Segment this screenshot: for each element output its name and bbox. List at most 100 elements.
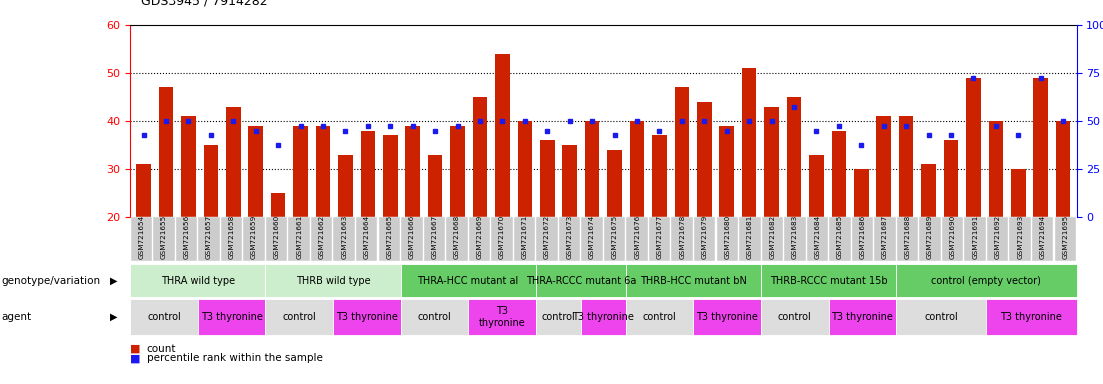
Text: GSM721674: GSM721674 [589,215,596,259]
Text: GSM721679: GSM721679 [702,215,708,259]
Bar [181,116,195,217]
Text: GSM721668: GSM721668 [453,215,460,259]
Text: T3 thyronine: T3 thyronine [832,312,893,322]
Text: GSM721690: GSM721690 [950,215,955,259]
Text: GSM721655: GSM721655 [161,215,167,259]
Bar [608,150,622,217]
Bar [630,121,644,217]
Text: THRB-HCC mutant bN: THRB-HCC mutant bN [640,275,747,286]
Text: GSM721660: GSM721660 [274,215,280,259]
Bar [988,121,1003,217]
Text: control: control [778,312,812,322]
Bar [428,155,442,217]
Text: T3 thyronine: T3 thyronine [335,312,398,322]
Bar [406,126,420,217]
Text: GSM721675: GSM721675 [611,215,618,259]
Text: control: control [147,312,181,322]
Bar [495,54,510,217]
Text: THRA wild type: THRA wild type [161,275,235,286]
Text: ▶: ▶ [110,275,117,286]
Bar [786,97,801,217]
Text: GSM721657: GSM721657 [206,215,212,259]
Text: T3 thyronine: T3 thyronine [696,312,758,322]
Bar [540,140,555,217]
Bar [1056,121,1070,217]
Text: ■: ■ [130,344,141,354]
Text: GSM721693: GSM721693 [1017,215,1024,259]
Text: GSM721670: GSM721670 [499,215,505,259]
Text: percentile rank within the sample: percentile rank within the sample [147,353,322,363]
Text: control: control [282,312,317,322]
Bar [383,136,397,217]
Bar [652,136,666,217]
Bar [944,140,959,217]
Bar [877,116,891,217]
Text: GSM721663: GSM721663 [341,215,347,259]
Text: GSM721666: GSM721666 [409,215,415,259]
Bar [585,121,599,217]
Text: control: control [542,312,575,322]
Bar [361,131,375,217]
Text: GSM721687: GSM721687 [882,215,888,259]
Text: GSM721672: GSM721672 [544,215,550,259]
Text: GSM721661: GSM721661 [296,215,302,259]
Bar [675,88,689,217]
Text: ■: ■ [130,353,141,363]
Text: GSM721656: GSM721656 [183,215,190,259]
Text: GSM721692: GSM721692 [995,215,1000,259]
Bar [248,126,263,217]
Text: GSM721659: GSM721659 [251,215,257,259]
Text: GSM721684: GSM721684 [814,215,821,259]
Text: ▶: ▶ [110,312,117,322]
Text: GSM721694: GSM721694 [1040,215,1046,259]
Text: THRB wild type: THRB wild type [296,275,371,286]
Text: control: control [924,312,959,322]
Text: GSM721667: GSM721667 [431,215,438,259]
Text: GSM721683: GSM721683 [792,215,797,259]
Bar [832,131,846,217]
Bar [271,193,286,217]
Bar [1034,78,1048,217]
Bar [293,126,308,217]
Text: GSM721673: GSM721673 [567,215,572,259]
Bar [697,102,711,217]
Text: GSM721682: GSM721682 [769,215,775,259]
Text: GSM721680: GSM721680 [725,215,730,259]
Text: GDS3945 / 7914282: GDS3945 / 7914282 [141,0,268,8]
Bar [966,78,981,217]
Bar [315,126,330,217]
Text: THRA-RCCC mutant 6a: THRA-RCCC mutant 6a [526,275,636,286]
Bar [742,68,757,217]
Text: GSM721676: GSM721676 [634,215,640,259]
Text: GSM721677: GSM721677 [656,215,663,259]
Text: GSM721662: GSM721662 [319,215,324,259]
Bar [517,121,532,217]
Text: GSM721678: GSM721678 [679,215,685,259]
Bar [473,97,488,217]
Text: T3 thyronine: T3 thyronine [1000,312,1062,322]
Bar [1011,169,1026,217]
Bar [226,107,240,217]
Text: T3
thyronine: T3 thyronine [479,306,525,328]
Text: GSM721665: GSM721665 [386,215,393,259]
Text: T3 thyronine: T3 thyronine [201,312,263,322]
Text: T3 thyronine: T3 thyronine [572,312,634,322]
Bar [921,164,935,217]
Text: GSM721691: GSM721691 [972,215,978,259]
Bar [159,88,173,217]
Text: GSM721671: GSM721671 [522,215,527,259]
Text: control: control [643,312,676,322]
Bar [137,164,151,217]
Text: GSM721669: GSM721669 [476,215,482,259]
Text: GSM721688: GSM721688 [904,215,911,259]
Text: control: control [417,312,451,322]
Bar [719,126,733,217]
Bar [204,145,218,217]
Text: genotype/variation: genotype/variation [1,275,100,286]
Text: GSM721681: GSM721681 [747,215,753,259]
Text: GSM721685: GSM721685 [837,215,843,259]
Bar [854,169,868,217]
Text: GSM721686: GSM721686 [859,215,866,259]
Text: GSM721689: GSM721689 [927,215,933,259]
Text: THRB-RCCC mutant 15b: THRB-RCCC mutant 15b [770,275,888,286]
